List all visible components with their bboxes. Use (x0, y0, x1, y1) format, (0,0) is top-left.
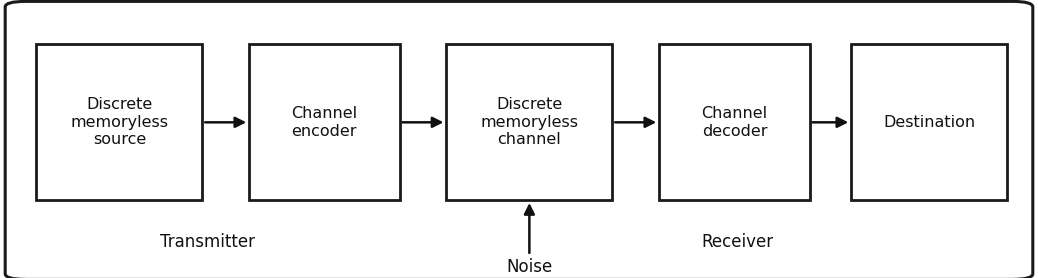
Bar (659, 44, 810, 200)
Bar (851, 44, 1007, 200)
Bar (446, 44, 612, 200)
Text: Destination: Destination (883, 115, 975, 130)
Text: Channel
encoder: Channel encoder (292, 106, 357, 138)
Bar (249, 44, 400, 200)
Text: Receiver: Receiver (701, 233, 773, 251)
Text: Discrete
memoryless
source: Discrete memoryless source (71, 97, 168, 147)
Text: Channel
decoder: Channel decoder (702, 106, 767, 138)
Text: Noise: Noise (507, 258, 552, 276)
Bar (36, 44, 202, 200)
Text: Transmitter: Transmitter (160, 233, 255, 251)
FancyBboxPatch shape (5, 1, 1033, 278)
Text: Discrete
memoryless
channel: Discrete memoryless channel (481, 97, 578, 147)
